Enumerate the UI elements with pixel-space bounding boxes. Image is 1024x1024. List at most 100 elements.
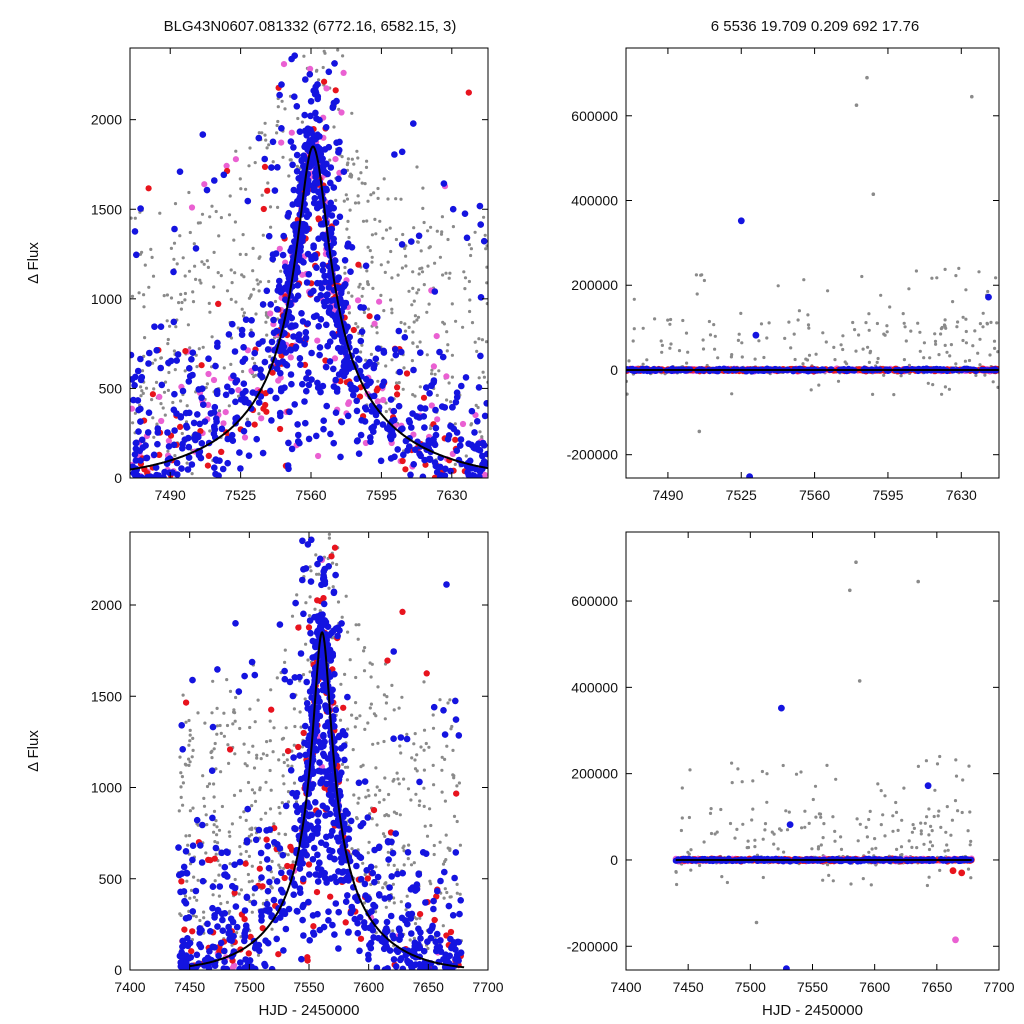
point-blue (325, 309, 333, 317)
point-blue (442, 465, 449, 473)
point-gray (234, 695, 238, 700)
point-blue (265, 232, 273, 240)
point-blue (188, 356, 195, 363)
point-red (315, 5, 321, 11)
point-blue (277, 412, 284, 420)
point-gray (382, 693, 386, 697)
point-blue (310, 242, 317, 249)
point-gray (180, 775, 184, 779)
point-blue (210, 409, 218, 416)
point-gray (418, 799, 422, 803)
point-gray (955, 325, 959, 329)
point-gray (244, 187, 248, 191)
point-gray (660, 350, 664, 354)
point-red (350, 326, 357, 334)
point-gray (641, 326, 645, 330)
point-gray (864, 321, 868, 325)
point-gray (286, 764, 290, 768)
point-gray (238, 252, 242, 256)
point-gray (918, 330, 922, 334)
point-gray (901, 312, 905, 316)
point-gray (391, 882, 395, 886)
point-blue (318, 157, 325, 164)
point-gray (470, 321, 475, 325)
point-blue (281, 263, 289, 271)
point-gray (355, 149, 359, 153)
point-gray (210, 756, 214, 760)
point-gray (422, 786, 426, 790)
point-gray (397, 782, 401, 786)
point-gray (348, 658, 352, 662)
point-gray (239, 852, 243, 856)
point-gray (857, 333, 861, 337)
point-blue (330, 439, 338, 447)
point-blue (320, 417, 328, 425)
point-gray (237, 892, 241, 896)
point-blue (327, 164, 335, 171)
point-gray (283, 648, 287, 652)
point-gray (251, 356, 255, 361)
point-gray (225, 289, 230, 293)
point-gray (345, 227, 349, 231)
point-blue (296, 195, 303, 202)
point-blue (421, 424, 428, 431)
point-gray (441, 320, 445, 324)
point-blue (362, 362, 370, 370)
point-gray (841, 334, 845, 338)
point-gray (384, 701, 388, 705)
point-gray (215, 706, 219, 711)
point-gray (318, 516, 321, 519)
point-gray (251, 893, 255, 897)
point-gray (977, 270, 981, 274)
point-blue (268, 164, 275, 171)
point-blue (220, 171, 228, 179)
point-blue (325, 272, 333, 279)
point-gray (876, 356, 880, 361)
point-gray (233, 752, 237, 756)
point-blue (465, 440, 472, 448)
point-gray (444, 858, 448, 862)
point-gray (230, 822, 234, 826)
point-blue (301, 111, 309, 119)
point-gray (399, 320, 403, 325)
outlier-point (737, 217, 745, 225)
point-blue (211, 177, 218, 184)
point-blue (335, 148, 342, 156)
point-red (321, 78, 328, 85)
point-gray (260, 131, 264, 135)
point-gray (401, 387, 405, 391)
point-gray (934, 342, 938, 346)
point-gray (914, 269, 919, 273)
point-gray (165, 293, 169, 297)
point-gray (660, 343, 665, 347)
point-gray (222, 366, 226, 370)
point-gray (344, 193, 348, 197)
point-blue (398, 348, 405, 356)
point-gray (187, 763, 191, 768)
point-gray (269, 688, 273, 692)
point-gray (395, 771, 399, 775)
point-gray (275, 123, 279, 128)
point-blue (944, 367, 951, 375)
point-gray (431, 726, 436, 730)
point-blue (192, 245, 200, 252)
point-blue (416, 450, 423, 458)
point-blue (144, 429, 152, 436)
point-gray (143, 263, 147, 267)
point-gray (382, 739, 386, 744)
y-tick-label: 0 (610, 362, 618, 378)
point-gray (700, 273, 704, 277)
point-gray (973, 329, 977, 333)
point-gray (159, 356, 163, 360)
point-gray (387, 792, 391, 797)
point-gray (203, 721, 207, 725)
point-gray (261, 752, 265, 756)
point-pink (481, 471, 488, 478)
point-gray (947, 387, 952, 391)
point-gray (327, 41, 330, 44)
point-gray (253, 720, 257, 724)
point-gray (361, 286, 365, 291)
point-gray (922, 341, 927, 345)
point-gray (902, 358, 907, 362)
point-gray (247, 164, 251, 168)
